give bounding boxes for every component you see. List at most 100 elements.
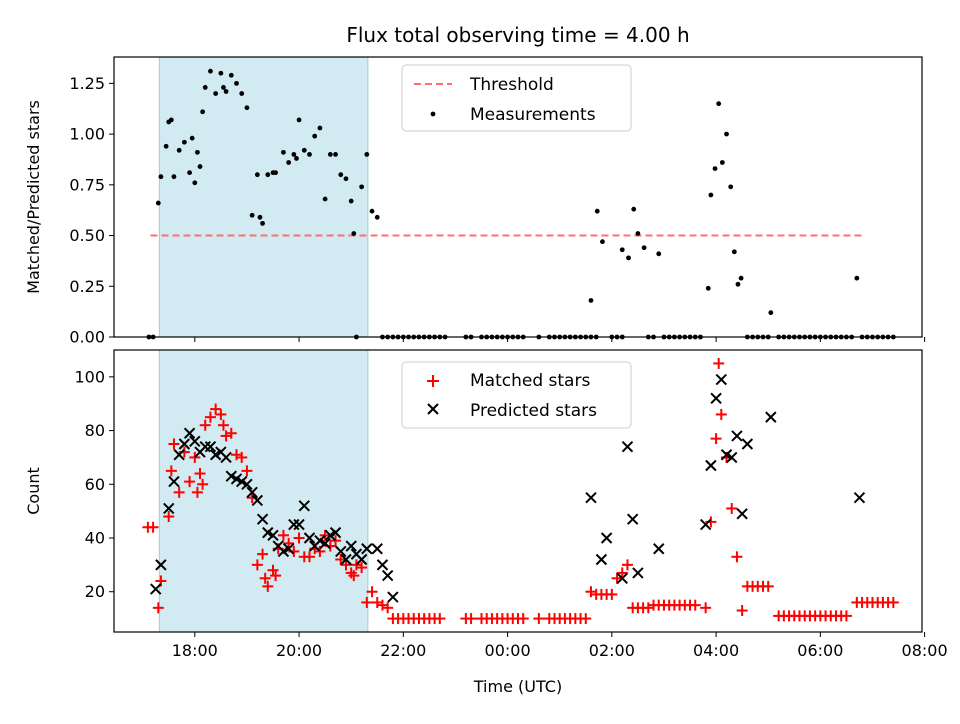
measurement-point	[189, 135, 195, 141]
measurement-point	[223, 89, 229, 94]
matched-star-point	[152, 602, 164, 614]
matched-star-point	[361, 596, 373, 608]
x-tick-label: 08:00	[902, 641, 948, 660]
legend-matched-swatch	[427, 375, 439, 387]
matched-star-point	[382, 602, 394, 614]
predicted-star-point	[653, 543, 665, 555]
matched-star-point	[762, 580, 774, 592]
measurement-point	[854, 275, 860, 281]
measurement-point	[176, 147, 182, 153]
predicted-star-point	[361, 543, 373, 555]
matched-star-point	[259, 572, 271, 584]
matched-star-point	[267, 564, 279, 576]
predicted-star-point	[241, 478, 253, 490]
matched-star-point	[465, 613, 477, 625]
x-tick-label: 22:00	[380, 641, 426, 660]
predicted-star-point	[595, 553, 608, 566]
measurement-point	[171, 174, 177, 180]
measurement-point	[374, 214, 380, 220]
count-y-label: Count	[24, 467, 43, 515]
measurement-point	[155, 200, 161, 206]
predicted-star-point	[632, 567, 644, 579]
legend-measurements-swatch	[430, 111, 436, 117]
measurement-point	[187, 170, 192, 176]
measurement-point	[200, 109, 206, 115]
measurement-point	[631, 206, 637, 212]
predicted-star-point	[381, 569, 394, 582]
x-axis-label: Time (UTC)	[473, 677, 562, 696]
measurement-point	[273, 170, 278, 176]
matched-star-point	[736, 605, 748, 617]
measurement-point	[712, 166, 718, 171]
observing-window-shade-bottom	[158, 349, 369, 633]
matched-star-point	[366, 586, 378, 598]
predicted-star-point	[319, 537, 331, 550]
measurement-point	[312, 133, 318, 139]
measurement-point	[158, 174, 164, 180]
measurement-point	[600, 239, 605, 245]
predicted-star-point	[183, 427, 196, 439]
predicted-star-point	[600, 532, 613, 544]
measurement-point	[348, 198, 354, 204]
matched-star-point	[293, 532, 305, 544]
matched-star-point	[689, 599, 701, 611]
measurement-point	[202, 85, 208, 90]
matched-star-point	[715, 408, 727, 420]
predicted-star-point	[340, 553, 352, 566]
matched-star-point	[621, 559, 633, 571]
matched-star-point	[173, 486, 185, 498]
measurement-point	[708, 192, 714, 198]
measurement-point	[249, 212, 255, 218]
measurement-point	[333, 151, 338, 157]
predicted-star-point	[298, 500, 310, 512]
matched-star-point	[700, 602, 712, 614]
measurement-point	[338, 172, 344, 178]
matched-star-point	[163, 511, 175, 523]
matched-star-point	[330, 535, 342, 547]
matched-star-point	[251, 559, 263, 571]
measurement-point	[281, 149, 286, 155]
measurement-point	[213, 91, 219, 96]
x-tick-label: 00:00	[485, 641, 531, 660]
measurement-point	[197, 164, 203, 169]
predicted-star-point	[616, 572, 628, 584]
x-tick-label: 18:00	[172, 641, 218, 660]
measurement-point	[317, 125, 323, 131]
measurement-point	[705, 285, 711, 291]
x-tick-label: 02:00	[589, 641, 635, 660]
predicted-star-point	[765, 411, 777, 423]
matched-star-point	[585, 586, 597, 598]
predicted-star-point	[621, 440, 634, 453]
measurement-point	[163, 143, 169, 149]
predicted-star-point	[293, 518, 305, 531]
legend-measurements-label: Measurements	[470, 105, 596, 125]
matched-star-point	[606, 588, 618, 600]
predicted-star-point	[246, 486, 258, 499]
y-tick-label: 100	[74, 367, 105, 386]
x-tick-label: 06:00	[797, 641, 843, 660]
matched-star-point	[236, 451, 248, 463]
measurement-point	[257, 214, 263, 220]
predicted-star-point	[251, 494, 264, 507]
measurement-point	[221, 85, 226, 90]
matched-star-point	[262, 580, 274, 592]
predicted-star-point	[282, 543, 295, 555]
matched-star-point	[887, 596, 899, 608]
predicted-star-point	[335, 545, 347, 558]
x-tick-label: 04:00	[693, 641, 739, 660]
matched-star-point	[840, 610, 852, 622]
measurement-point	[228, 72, 234, 78]
matched-star-point	[319, 529, 331, 541]
matched-star-point	[257, 548, 269, 560]
measurement-point	[234, 80, 239, 86]
measurement-point	[351, 231, 357, 236]
matched-star-point	[215, 408, 227, 420]
count-panel-frame	[113, 349, 923, 633]
y-tick-label: 80	[85, 421, 105, 440]
predicted-star-point	[149, 583, 162, 595]
matched-star-point	[356, 562, 368, 574]
matched-star-point	[217, 419, 229, 431]
x-tick-label: 20:00	[276, 641, 322, 660]
measurement-point	[588, 298, 594, 303]
matched-star-point	[184, 476, 196, 488]
